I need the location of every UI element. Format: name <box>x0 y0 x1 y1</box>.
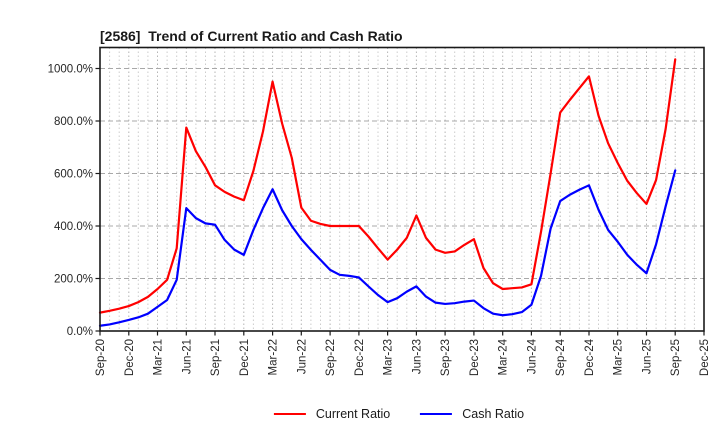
plot-border <box>99 46 705 332</box>
legend-item-current-ratio: Current Ratio <box>273 407 391 421</box>
x-tick-label: Mar-23 <box>383 339 395 375</box>
x-tick-label: Mar-22 <box>268 339 280 375</box>
y-tick-label: 200.0% <box>54 274 93 286</box>
x-tick-label: Jun-21 <box>181 339 193 374</box>
current-ratio-line <box>98 58 677 314</box>
cash-ratio-line <box>98 169 677 327</box>
x-tick-label: Sep-20 <box>95 339 107 376</box>
x-tick-label: Mar-25 <box>613 339 625 375</box>
x-tick-label: Mar-24 <box>498 338 510 375</box>
x-tick-label: Jun-24 <box>526 338 538 374</box>
legend: Current Ratio Cash Ratio <box>273 407 524 421</box>
x-tick-label: Dec-20 <box>124 339 136 376</box>
x-tick-label: Sep-23 <box>440 339 452 376</box>
x-tick-label: Jun-25 <box>642 339 654 374</box>
x-tick-label: Sep-21 <box>210 339 222 376</box>
x-tick-label: Sep-25 <box>670 339 682 376</box>
legend-item-cash-ratio: Cash Ratio <box>420 407 524 421</box>
x-tick-label: Sep-24 <box>555 338 567 376</box>
chart-title: [2586] Trend of Current Ratio and Cash R… <box>100 28 403 44</box>
legend-label: Cash Ratio <box>462 407 525 421</box>
y-tick-label: 1000.0% <box>48 64 93 76</box>
legend-label: Current Ratio <box>315 407 391 421</box>
x-tick-label: Sep-22 <box>325 339 337 376</box>
y-tick-label: 600.0% <box>54 169 93 181</box>
x-tick-label: Mar-21 <box>153 339 165 375</box>
x-tick-label: Jun-22 <box>296 339 308 374</box>
legend-line-swatch <box>273 413 306 415</box>
y-tick-label: 400.0% <box>54 221 93 233</box>
y-tick-label: 0.0% <box>67 326 93 338</box>
x-tick-label: Dec-22 <box>354 339 366 376</box>
x-tick-label: Dec-25 <box>699 339 711 376</box>
x-tick-label: Dec-24 <box>584 338 596 376</box>
y-tick-label: 800.0% <box>54 116 93 128</box>
x-tick-label: Jun-23 <box>411 339 423 374</box>
legend-line-swatch <box>420 413 453 415</box>
x-tick-label: Dec-23 <box>469 339 481 376</box>
x-tick-label: Dec-21 <box>239 339 251 376</box>
